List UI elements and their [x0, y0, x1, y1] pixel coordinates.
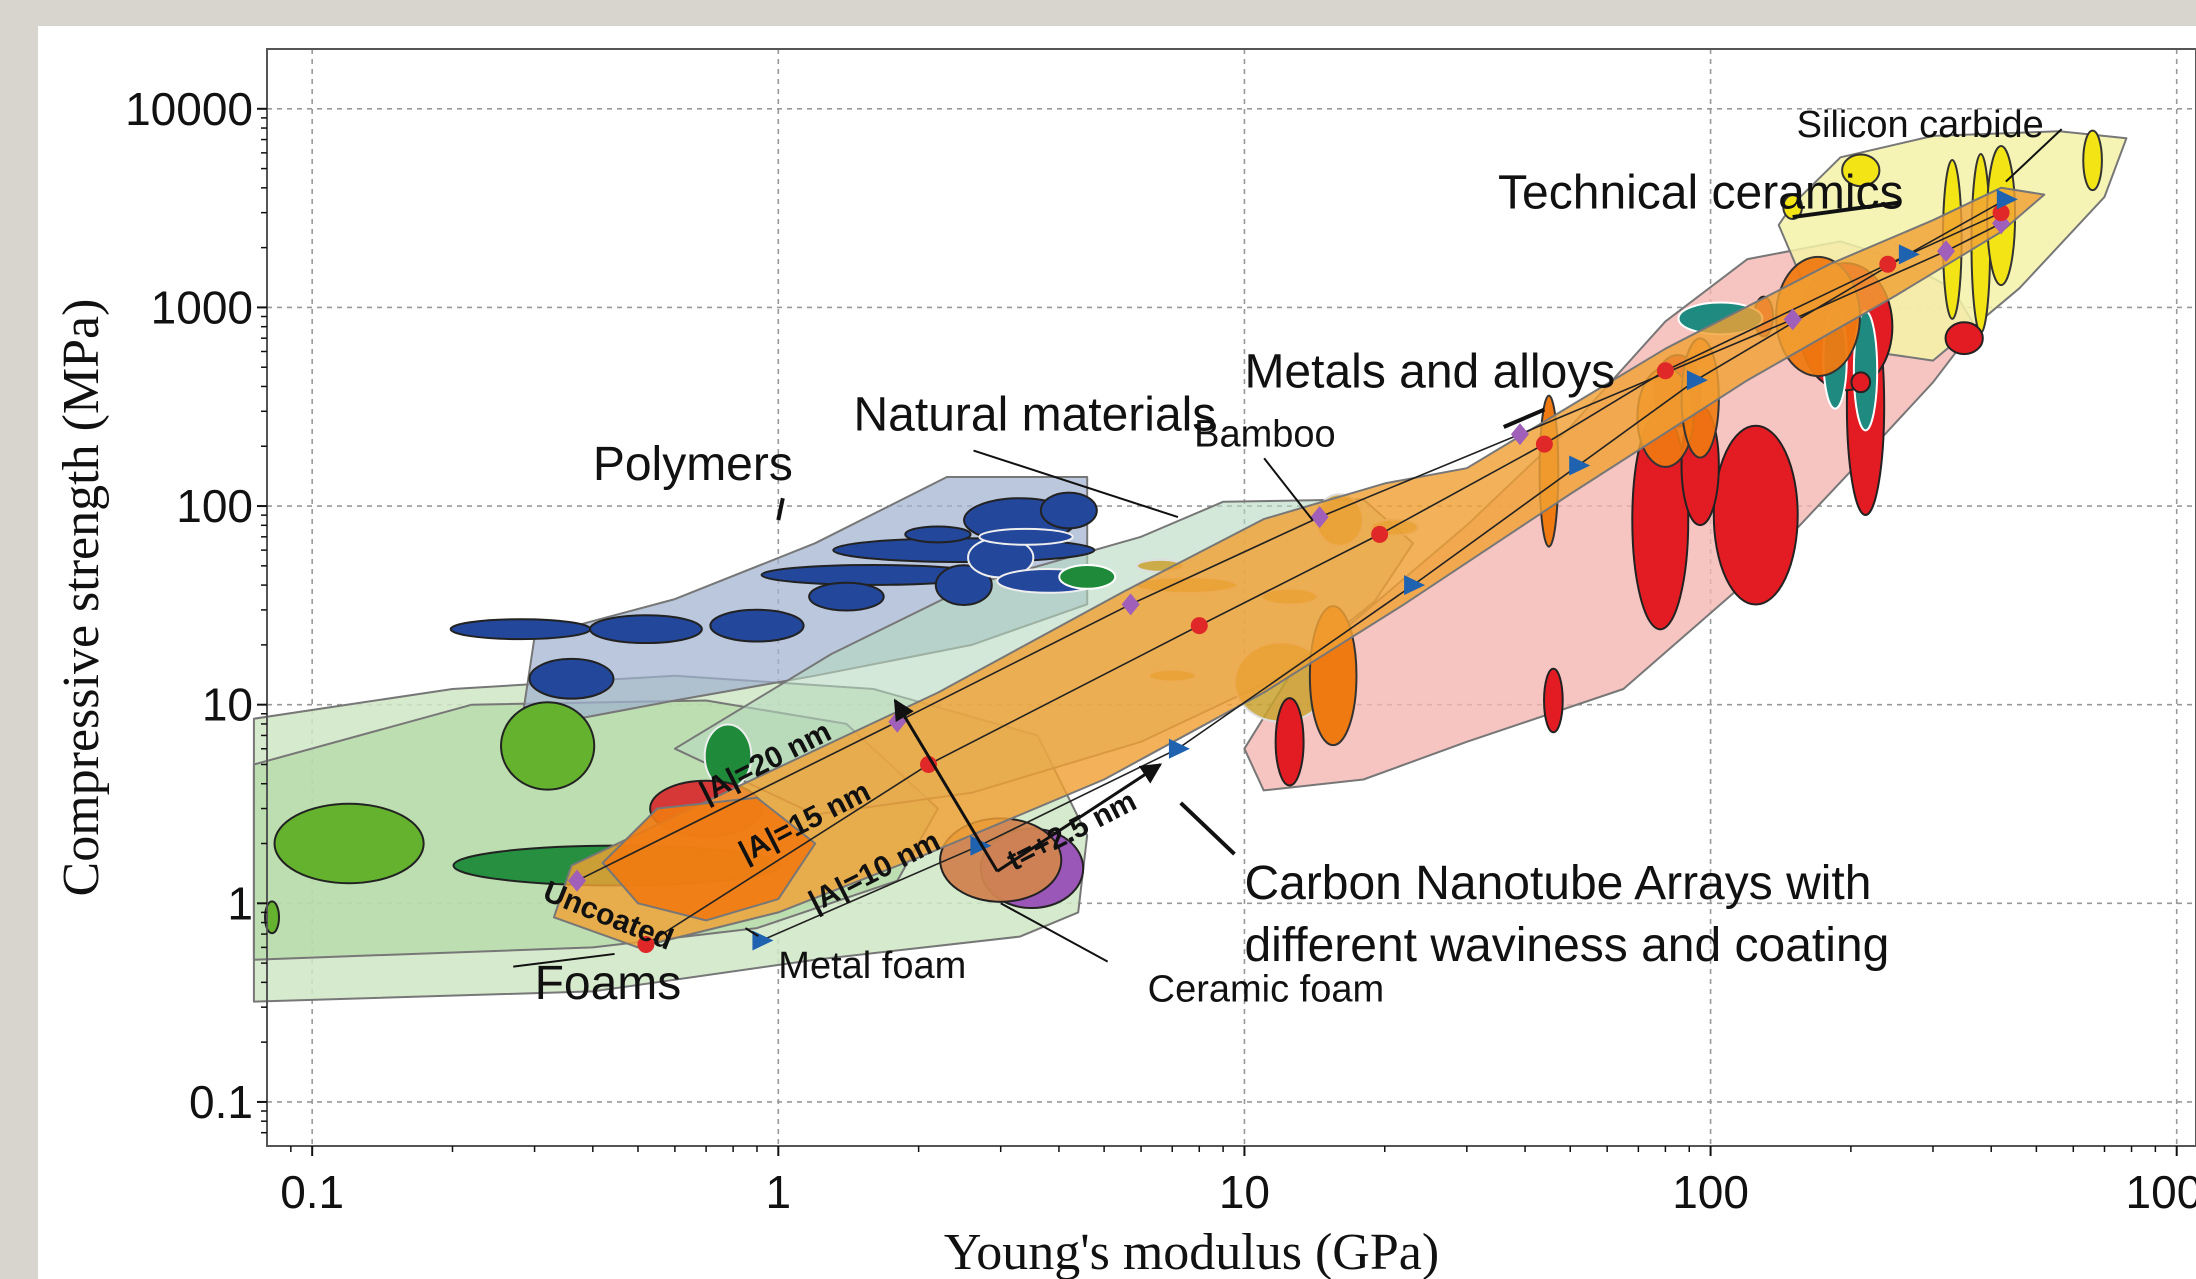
diamond-marker: [1510, 423, 1529, 446]
diamond-marker: [1121, 593, 1140, 616]
material-bubble: [1039, 491, 1098, 530]
material-bubble: [808, 581, 885, 612]
triangle-marker: [1686, 370, 1708, 391]
x-tick-label: 10: [1219, 1166, 1270, 1218]
material-bubble: [1543, 667, 1564, 734]
family-label: Polymers: [593, 438, 793, 491]
chart-canvas: Foams Metal foam Ceramic foam Polymers Natur…: [53, 48, 2196, 1279]
material-bubble: [528, 657, 615, 700]
material-bubble: [449, 618, 592, 641]
leader-line: [776, 497, 785, 521]
y-axis-label: Compressive strength (MPa): [53, 299, 110, 897]
cnt-family-label: Carbon Nanotube Arrays with: [1244, 857, 1871, 910]
family-label: Ceramic foam: [1148, 969, 1385, 1011]
material-bubble: [1944, 321, 1984, 356]
label-leader-lines: [513, 128, 2063, 968]
family-label: Bamboo: [1194, 413, 1336, 455]
material-bubble: [709, 608, 805, 643]
family-label: Silicon carbide: [1797, 104, 2044, 146]
material-bubble: [273, 802, 425, 885]
leader-line: [513, 952, 615, 968]
leader-line: [1000, 902, 1109, 963]
material-bubble: [2082, 129, 2103, 192]
family-label: Technical ceramics: [1498, 166, 1903, 219]
leader-line: [973, 449, 1179, 519]
family-label: Foams: [535, 957, 682, 1010]
material-bubble: [1782, 194, 1803, 221]
circle-marker: [1992, 204, 2010, 222]
circle-marker: [637, 936, 655, 954]
trend-line: [645, 211, 2002, 946]
plot-frame: [266, 48, 2196, 1147]
circle-marker: [1656, 362, 1674, 380]
y-tick-label: 10: [202, 679, 253, 731]
circle-marker: [1371, 525, 1389, 543]
material-bubble: [934, 564, 993, 606]
diamond-marker: [1937, 240, 1956, 263]
family-label: Natural materials: [854, 389, 1217, 442]
material-bubble: [1841, 153, 1881, 188]
x-tick-label: 0.1: [280, 1166, 344, 1218]
circle-marker: [1535, 435, 1553, 453]
trend-line: [761, 198, 2007, 942]
y-tick-label: 100: [176, 480, 253, 532]
material-bubble: [904, 525, 972, 544]
waviness-arrow: [893, 698, 999, 873]
material-bubble: [1058, 563, 1117, 590]
diamond-marker: [1783, 308, 1802, 331]
material-bubble: [1274, 697, 1305, 787]
diamond-marker: [568, 869, 587, 892]
material-bubble: [588, 614, 703, 645]
circle-marker: [1879, 255, 1897, 273]
x-tick-label: 100: [1672, 1166, 1749, 1218]
cnt-uncoated-blob: [601, 796, 817, 922]
y-tick-label: 1: [227, 877, 253, 929]
cnt-family-label: different waviness and coating: [1244, 919, 1889, 972]
material-bubble: [264, 900, 280, 935]
family-label: Metal foam: [778, 945, 966, 987]
x-axis-label: Young's modulus (GPa): [944, 1224, 1439, 1279]
family-label: Metals and alloys: [1244, 346, 1615, 399]
leader-line: [1179, 801, 1236, 856]
trend-line: [576, 222, 2002, 882]
triangle-marker: [1168, 738, 1190, 759]
triangle-marker: [1569, 455, 1591, 476]
leader-line: [1792, 200, 1901, 220]
material-bubble: [500, 701, 596, 791]
x-tick-label: 1000: [2126, 1166, 2196, 1218]
leader-line: [744, 927, 759, 937]
triangle-marker: [1996, 189, 2018, 210]
data-markers: [568, 189, 2018, 954]
y-tick-label: 10000: [125, 83, 253, 135]
leader-line: [1263, 457, 1314, 521]
y-tick-label: 1000: [151, 281, 253, 333]
triangle-marker: [1898, 244, 1920, 265]
triangle-marker: [1404, 575, 1426, 596]
material-bubble: [978, 527, 1074, 546]
axes: 0.1 1 10 100 1000 0.1 1 10 100 1000 10000 Young's m…: [53, 48, 2196, 1279]
material-bubble: [1850, 371, 1872, 394]
y-tick-label: 0.1: [189, 1076, 253, 1128]
leader-line: [2005, 128, 2063, 183]
circle-marker: [920, 755, 938, 773]
x-tick-label: 1: [766, 1166, 792, 1218]
coating-arrow: [996, 763, 1163, 873]
chart-figure: Foams Metal foam Ceramic foam Polymers Natur…: [38, 26, 2196, 1279]
material-bubble: [1712, 424, 1799, 606]
leader-line: [1502, 407, 1546, 429]
circle-marker: [1190, 617, 1208, 635]
diamond-marker: [1310, 506, 1329, 529]
